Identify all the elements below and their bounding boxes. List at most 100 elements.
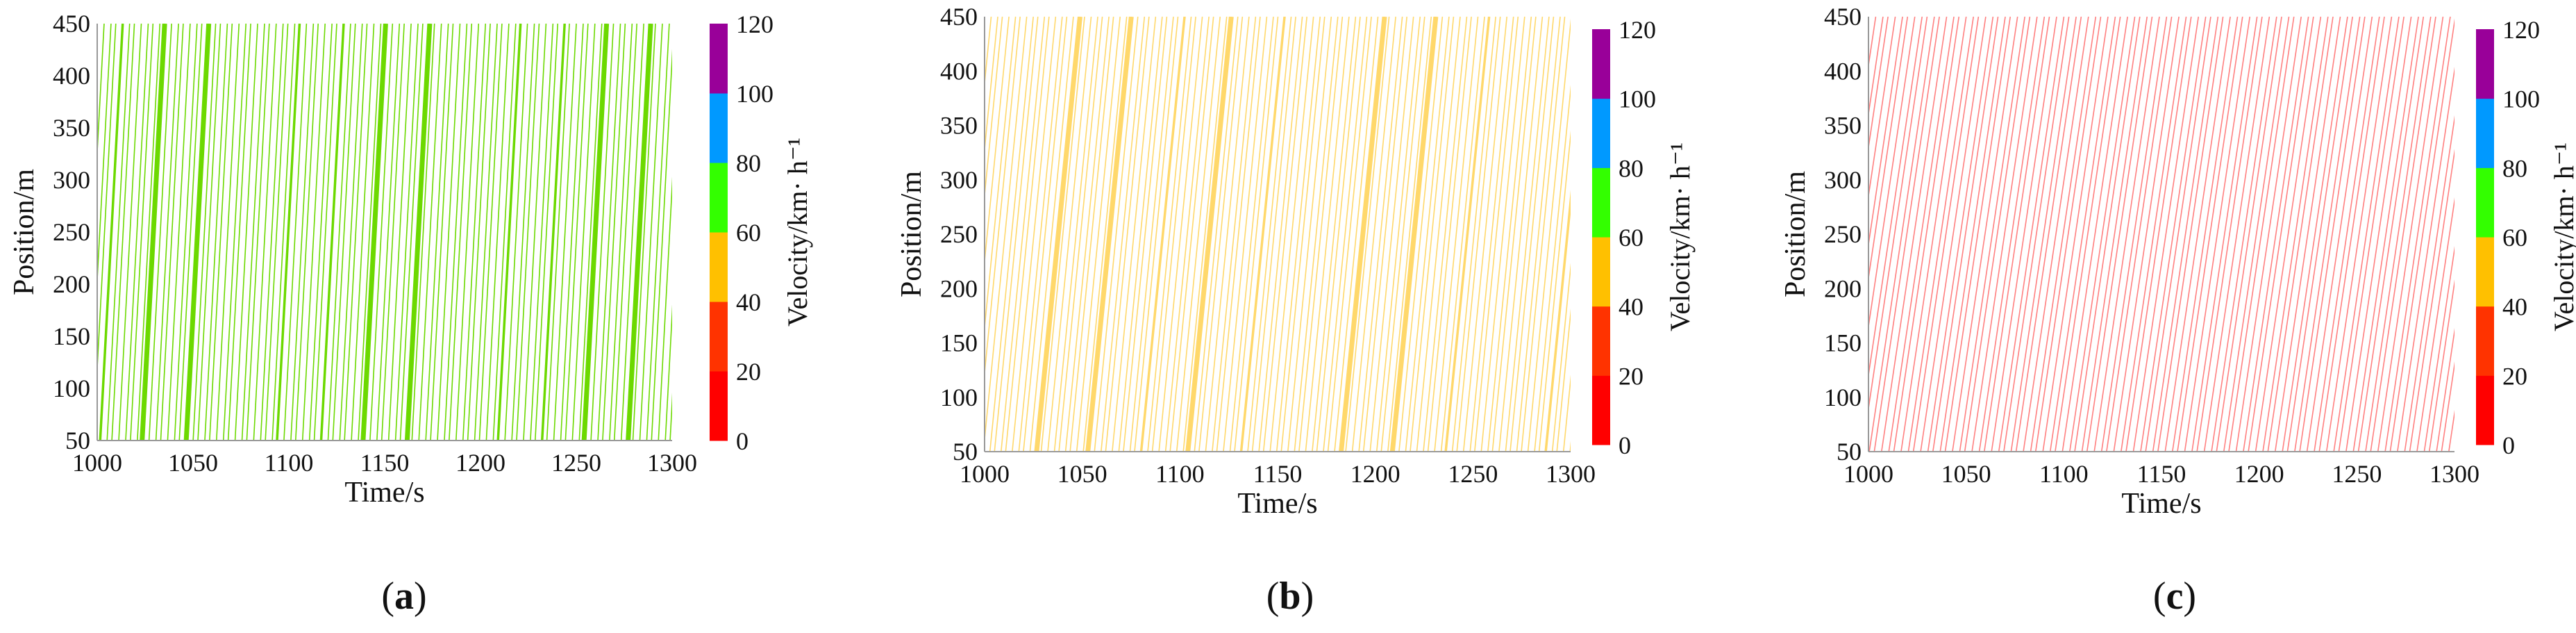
vehicle-trajectory [1194,17,1239,452]
colorbar: 0 20 40 60 80 100 120 Velocity/km· h⁻¹ [2476,16,2576,459]
vehicle-trajectory [1939,17,2006,452]
vehicle-trajectory [467,24,491,441]
vehicle-trajectory [1387,17,1432,452]
vehicle-trajectory [1964,17,2031,452]
vehicle-trajectory [97,24,117,378]
vehicle-trajectory [1900,17,1967,452]
vehicle-trajectory [2211,17,2277,452]
vehicle-trajectory [646,24,670,441]
colorbar-tick-label: 100 [736,80,773,108]
vehicle-trajectory [985,17,998,155]
vehicle-trajectory [1538,130,1571,452]
colorbar: 0 20 40 60 80 100 120 Velocity/km· h⁻¹ [1592,16,1696,459]
vehicle-trajectory [2069,17,2136,452]
vehicle-trajectory [1129,17,1174,452]
x-tick-label: 1100 [1155,460,1205,488]
vehicle-trajectory [2196,17,2263,452]
vehicle-trajectory [276,24,301,441]
y-tick-label: 250 [1824,220,1862,248]
y-axis-label: Position/m [8,169,40,295]
vehicle-trajectory [380,24,405,441]
vehicle-trajectory [167,24,191,441]
vehicle-trajectory [106,24,131,441]
colorbar-segment [710,232,728,302]
vehicle-trajectory [2061,17,2128,452]
vehicle-trajectory [1223,17,1268,452]
colorbar-tick-label: 80 [2502,154,2527,182]
y-tick-label: 400 [1824,57,1862,85]
vehicle-trajectory [376,24,401,441]
colorbar-segment [2476,167,2494,238]
vehicle-trajectory [1229,17,1274,452]
vehicle-trajectory [2409,149,2454,452]
vehicle-trajectory [2125,17,2192,452]
vehicle-trajectory [602,24,626,441]
vehicle-trajectory [2177,17,2243,452]
vehicle-trajectory [496,24,522,441]
colorbar-tick-label: 40 [2502,293,2527,321]
colorbar-tick-label: 60 [2502,224,2527,252]
vehicle-trajectory [2286,17,2353,452]
vehicle-trajectory [1544,190,1571,452]
x-tick-label: 1050 [1057,460,1107,488]
vehicle-trajectory [2010,17,2077,452]
vehicle-trajectory [1358,17,1403,452]
colorbar-tick-label: 0 [2502,431,2515,459]
vehicle-trajectory [1205,17,1250,452]
trajectories [97,24,672,441]
vehicle-trajectory [1920,17,1987,452]
vehicle-trajectory [1280,17,1325,452]
vehicle-trajectory [613,24,638,441]
vehicle-trajectory [222,24,247,441]
vehicle-trajectory [1509,17,1555,452]
y-tick-label: 300 [53,166,90,194]
vehicle-trajectory [1164,17,1210,452]
vehicle-trajectory [1868,17,1884,118]
vehicle-trajectory [620,24,644,441]
vehicle-trajectory [2235,17,2302,452]
vehicle-trajectory [1534,84,1571,452]
vehicle-trajectory [1047,17,1092,452]
vehicle-trajectory [994,17,1039,452]
vehicle-trajectory [2357,17,2425,452]
colorbar-tick-label: 20 [736,358,761,386]
vehicle-trajectory [2015,17,2082,452]
vehicle-trajectory [97,24,105,162]
vehicle-trajectory [130,24,154,441]
vehicle-trajectory [2034,17,2102,452]
vehicle-trajectory [504,24,528,441]
vehicle-trajectory [1076,17,1121,452]
vehicle-trajectory [1234,17,1279,452]
vehicle-trajectory [2377,17,2444,452]
x-tick-label: 1300 [2429,460,2479,488]
vehicle-trajectory [308,24,333,441]
vehicle-trajectory [2365,17,2432,452]
vehicle-trajectory [1134,17,1179,452]
vehicle-trajectory [2314,17,2380,452]
vehicle-trajectory [1912,17,1980,452]
vehicle-trajectory [332,24,356,441]
vehicle-trajectory [1873,17,1940,452]
vehicle-trajectory [985,17,1021,379]
y-tick-label: 100 [53,375,90,402]
colorbar-segment [1592,375,1610,445]
vehicle-trajectory [327,24,351,441]
y-tick-label: 50 [65,427,90,454]
vehicle-trajectory [283,24,308,441]
vehicle-trajectory [1907,17,1974,452]
vehicle-trajectory [1932,17,1999,452]
vehicle-trajectory [1868,17,1935,452]
vehicle-trajectory [1462,17,1508,452]
vehicle-trajectory [444,24,468,441]
vehicle-trajectory [125,24,149,441]
vehicle-trajectory [1389,17,1439,452]
vehicle-trajectory [425,24,449,441]
x-axis-label: Time/s [2121,488,2201,520]
vehicle-trajectory [1405,17,1450,452]
vehicle-trajectory [2106,17,2173,452]
vehicle-trajectory [418,24,442,441]
vehicle-trajectory [430,24,454,441]
x-tick-label: 1200 [2234,460,2284,488]
colorbar-segment [710,93,728,163]
